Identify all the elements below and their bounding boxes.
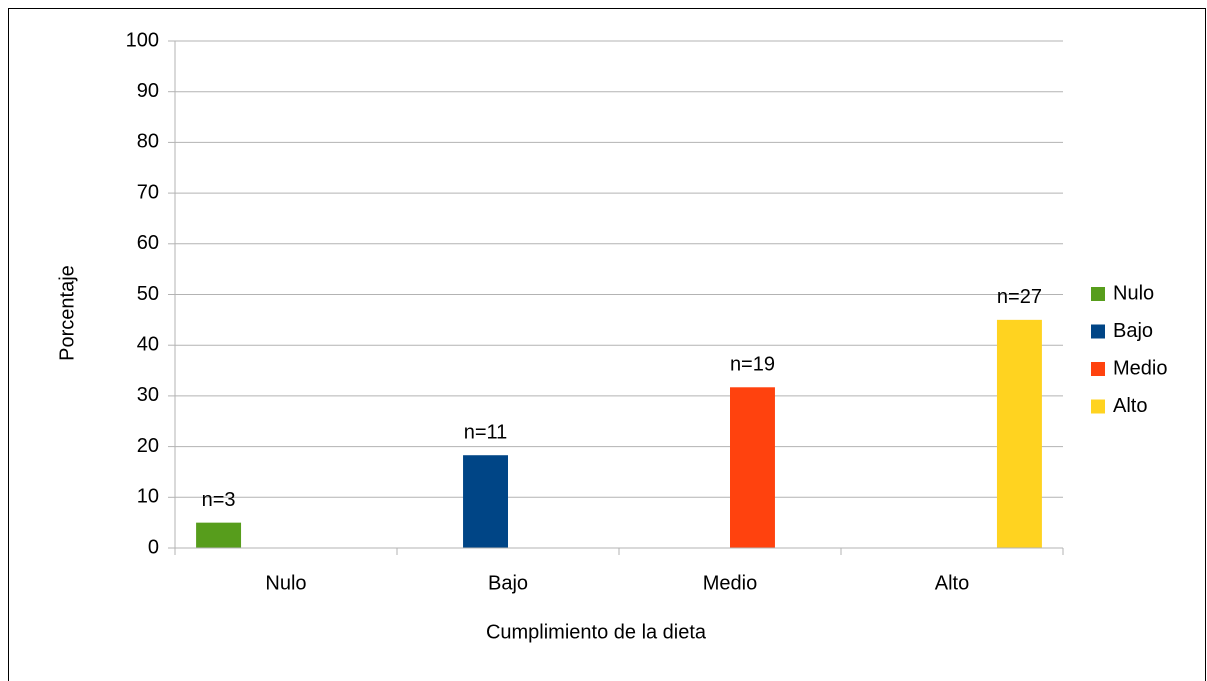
legend-label: Nulo [1113,282,1154,304]
bar [196,522,242,548]
y-tick-label: 0 [148,536,159,558]
y-tick-label: 30 [137,384,159,406]
y-tick-label: 60 [137,232,159,254]
y-tick-label: 100 [126,29,159,51]
legend-label: Medio [1113,357,1167,379]
data-label: n=3 [202,489,236,511]
x-tick-label: Alto [935,572,969,594]
x-tick-label: Medio [703,572,757,594]
y-tick-label: 20 [137,435,159,457]
x-tick-label: Bajo [488,572,528,594]
chart-frame [8,8,1206,681]
y-tick-label: 10 [137,486,159,508]
x-axis-label: Cumplimiento de la dieta [486,621,707,643]
bar [996,319,1042,548]
legend-swatch [1091,362,1105,376]
y-tick-label: 40 [137,333,159,355]
y-tick-label: 70 [137,181,159,203]
legend-swatch [1091,287,1105,301]
data-label: n=19 [730,354,775,376]
data-label: n=27 [997,286,1042,308]
data-label: n=11 [464,422,508,444]
legend-swatch [1091,399,1105,414]
x-tick-label: Nulo [265,572,306,594]
y-tick-label: 90 [137,80,159,102]
legend-label: Alto [1113,395,1147,417]
bar [463,455,508,548]
y-axis-label: Porcentaje [56,265,78,361]
legend-swatch [1091,324,1105,339]
bar [730,387,775,548]
legend-label: Bajo [1113,320,1153,342]
y-tick-label: 80 [137,131,159,153]
y-tick-label: 50 [137,283,159,305]
